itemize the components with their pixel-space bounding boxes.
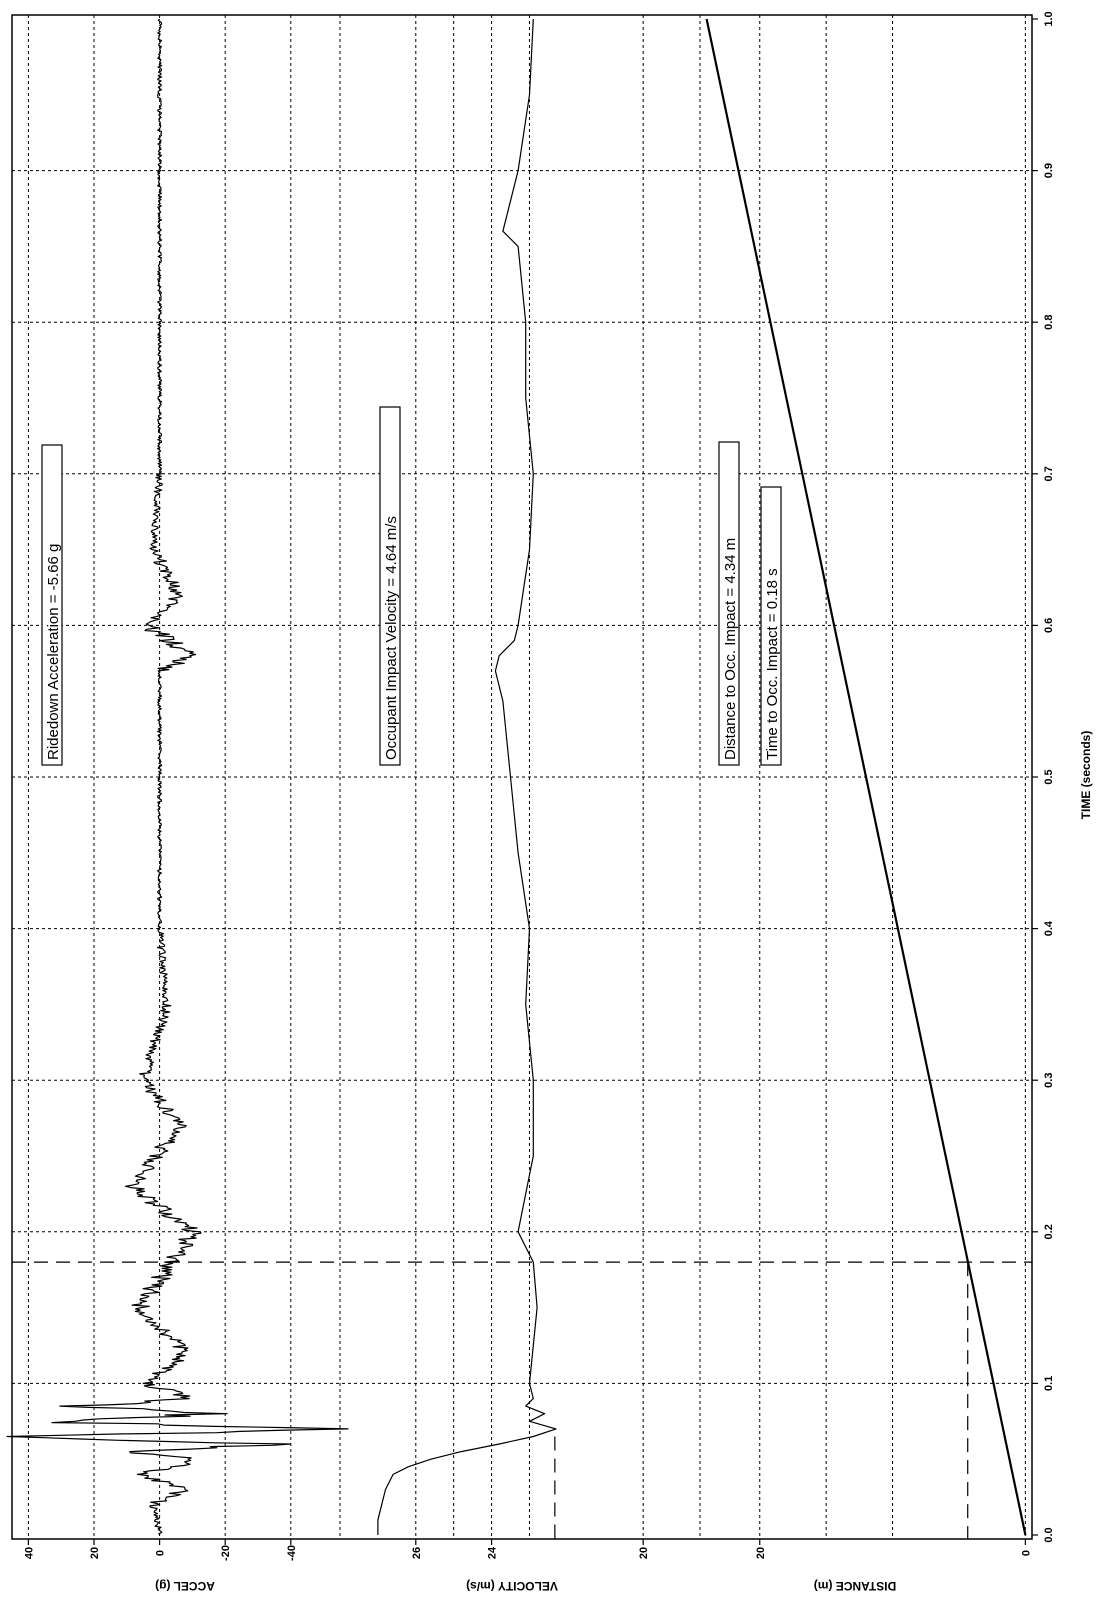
distance-tick-label: 20: [755, 1547, 767, 1559]
time-axis-label: TIME (seconds): [1079, 731, 1093, 820]
annotation-time: Time to Occ. Impact = 0.18 s: [760, 486, 782, 766]
velocity-tick-label: 24: [487, 1546, 499, 1559]
annotation-ridedown-text: Ridedown Acceleration = -5.66 g: [45, 544, 62, 760]
time-tick-label: 0.1: [1043, 1376, 1055, 1391]
annotation-impact-velocity-text: Occupant Impact Velocity = 4.64 m/s: [383, 516, 400, 760]
time-tick-label: 0.4: [1043, 920, 1055, 936]
accel-tick-label: 20: [89, 1547, 101, 1559]
velocity-tick-label: 26: [411, 1547, 423, 1559]
annotation-time-text: Time to Occ. Impact = 0.18 s: [764, 568, 781, 760]
accel-series-line: [6, 18, 349, 1536]
distance-axis-label: DISTANCE (m): [814, 1579, 896, 1593]
data-series: [6, 18, 1027, 1536]
annotation-distance: Distance to Occ. Impact = 4.34 m: [718, 441, 740, 766]
velocity-series-line: [377, 18, 557, 1535]
time-tick-label: 0.0: [1043, 1527, 1055, 1542]
time-tick-label: 0.9: [1043, 163, 1055, 178]
impact-markers: [12, 1261, 1032, 1539]
velocity-tick-label: 20: [638, 1547, 650, 1559]
distance-series-line: [705, 18, 1027, 1536]
time-tick-label: 0.5: [1043, 769, 1055, 784]
time-tick-label: 0.2: [1043, 1224, 1055, 1239]
accel-tick-label: -20: [220, 1545, 232, 1561]
tick-labels: 0.0 0.1 0.2 0.3 0.4 0.5 0.6 0.7 0.8 0.9 1.0 40 20 0 -2…: [23, 11, 1055, 1561]
annotation-ridedown: Ridedown Acceleration = -5.66 g: [41, 444, 63, 766]
time-tick-label: 0.6: [1043, 618, 1055, 633]
accel-tick-label: -40: [286, 1545, 298, 1561]
time-tick-label: 0.3: [1043, 1073, 1055, 1088]
time-tick-label: 1.0: [1043, 11, 1055, 26]
accel-tick-label: 0: [155, 1550, 167, 1556]
time-tick-label: 0.7: [1043, 466, 1055, 481]
annotation-impact-velocity: Occupant Impact Velocity = 4.64 m/s: [379, 406, 401, 766]
velocity-axis-label: VELOCITY (m/s): [466, 1579, 558, 1593]
accel-axis-label: ACCEL (g): [155, 1579, 215, 1593]
annotation-distance-text: Distance to Occ. Impact = 4.34 m: [722, 538, 739, 760]
accel-tick-label: 40: [23, 1547, 35, 1559]
time-tick-label: 0.8: [1043, 315, 1055, 330]
distance-tick-label: 0: [1020, 1550, 1032, 1556]
